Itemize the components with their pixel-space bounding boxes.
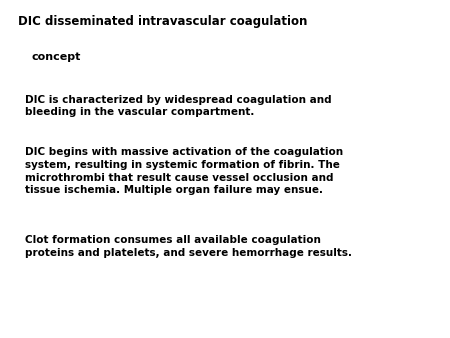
Text: Clot formation consumes all available coagulation
proteins and platelets, and se: Clot formation consumes all available co… bbox=[25, 235, 352, 258]
Text: concept: concept bbox=[32, 52, 81, 63]
Text: DIC disseminated intravascular coagulation: DIC disseminated intravascular coagulati… bbox=[18, 15, 307, 28]
Text: DIC begins with massive activation of the coagulation
system, resulting in syste: DIC begins with massive activation of th… bbox=[25, 147, 343, 195]
Text: DIC is characterized by widespread coagulation and
bleeding in the vascular comp: DIC is characterized by widespread coagu… bbox=[25, 95, 331, 117]
